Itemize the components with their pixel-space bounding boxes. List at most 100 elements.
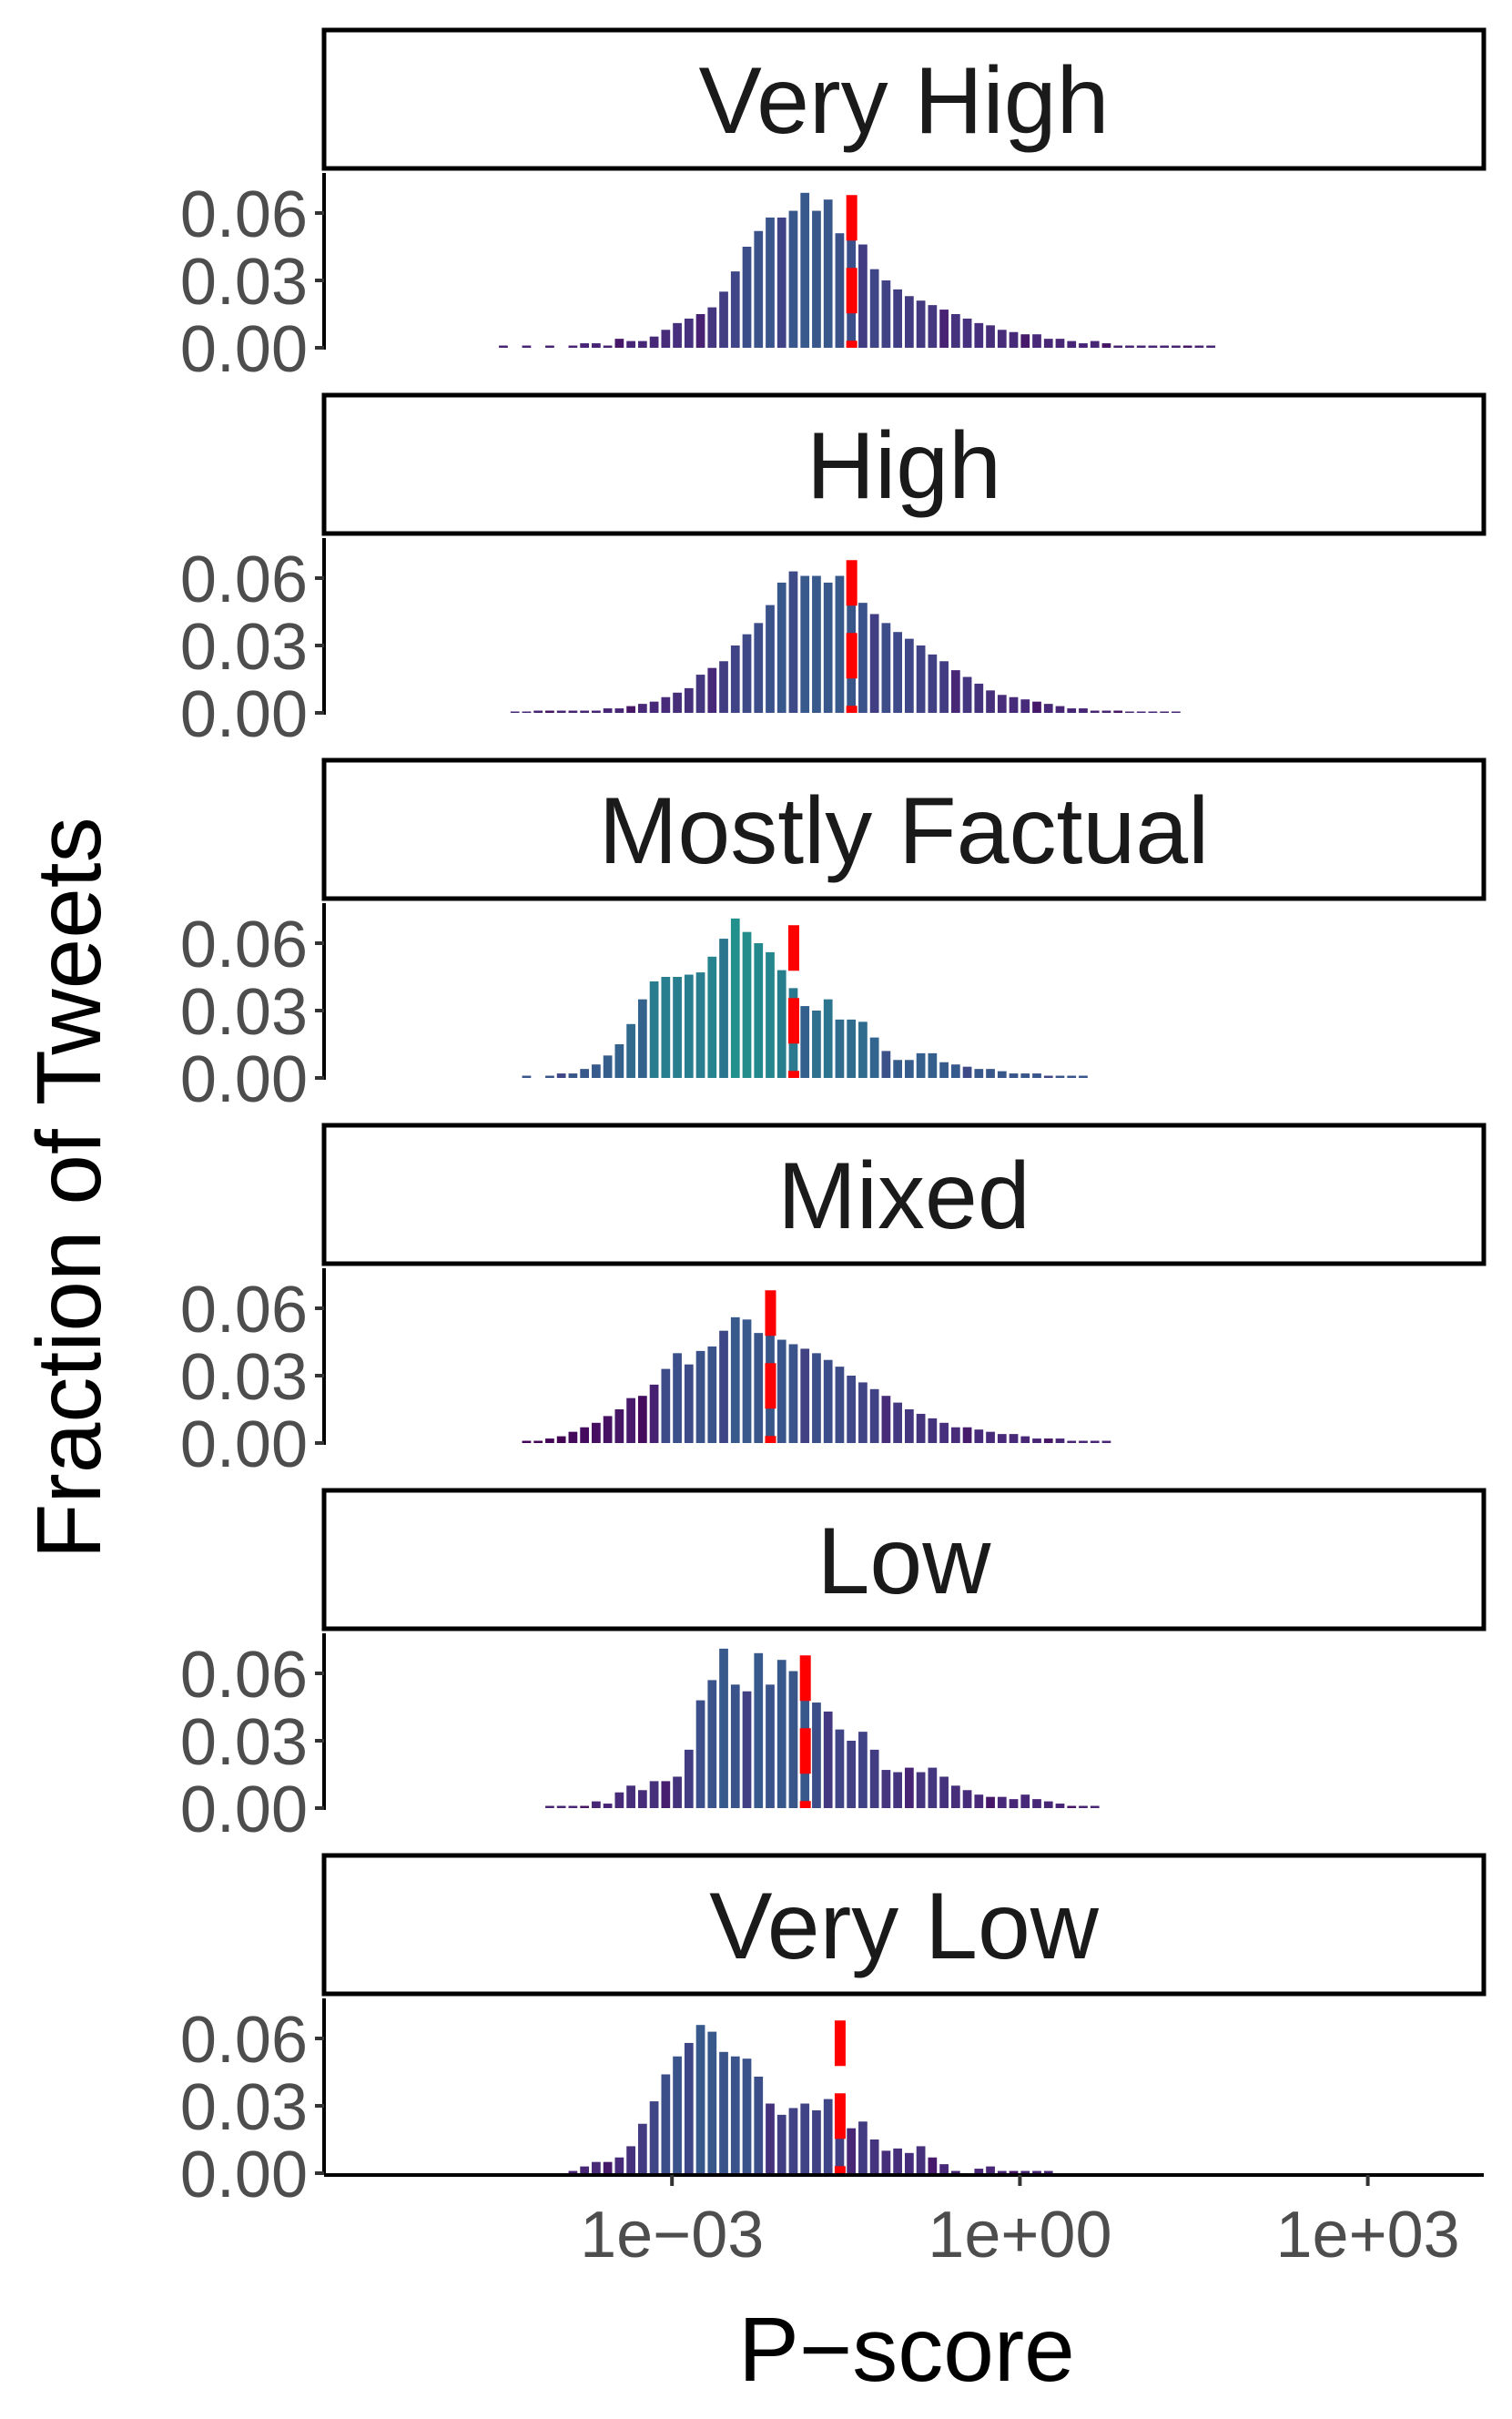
histogram-bar: [881, 1051, 891, 1078]
histogram-bar: [522, 1440, 532, 1443]
facet-very-low: Very Low 0.000.030.06: [180, 1853, 1487, 2211]
histogram-bar: [661, 2074, 671, 2173]
histogram-bar: [950, 314, 960, 348]
histogram-bar: [556, 1073, 566, 1078]
histogram-bar: [533, 1440, 543, 1443]
histogram-bar: [754, 1333, 764, 1443]
histogram-bar: [626, 2146, 635, 2173]
histogram-bar: [916, 1772, 926, 1808]
y-tick-label: 0.00: [180, 1043, 308, 1116]
histogram-bar: [858, 2121, 868, 2173]
histogram-bar: [766, 1684, 775, 1808]
histogram-bar: [580, 2166, 590, 2173]
histogram-bar: [997, 695, 1007, 713]
y-tick-label: 0.03: [180, 1706, 308, 1779]
histogram-bar: [580, 343, 590, 348]
histogram-bar: [950, 670, 960, 713]
histogram-bar: [997, 1434, 1007, 1443]
histogram-bar: [881, 280, 891, 348]
facet-high: High 0.000.030.06: [180, 392, 1487, 751]
facet-strip-label: Very High: [699, 48, 1110, 154]
histogram-bar: [800, 575, 810, 713]
histogram-bar: [847, 2128, 857, 2173]
histogram-bar: [1020, 1073, 1030, 1078]
histogram-bar: [1090, 340, 1100, 348]
histogram-bar: [684, 1749, 694, 1808]
histogram-bar: [614, 1409, 624, 1443]
histogram-bar: [986, 325, 995, 348]
histogram-bar: [754, 943, 764, 1078]
histogram-bar: [812, 1353, 821, 1443]
histogram-bar: [545, 1438, 554, 1443]
histogram-bar: [661, 1368, 671, 1443]
histogram-bar: [1194, 345, 1204, 348]
histogram-bar: [684, 1364, 694, 1443]
histogram-bar: [730, 1684, 740, 1808]
histogram-bar: [754, 1652, 764, 1808]
histogram-bar: [835, 2112, 845, 2173]
y-tick-label: 0.03: [180, 246, 308, 319]
histogram-bar: [592, 343, 601, 348]
histogram-bar: [869, 1749, 879, 1808]
x-axis: 1e−03 1e+00 1e+03: [324, 2173, 1484, 2272]
histogram-bar: [707, 2031, 717, 2173]
histogram-bar: [950, 2170, 960, 2173]
histogram-bar: [568, 345, 578, 348]
histogram-bar: [858, 1732, 868, 1808]
histogram-bar: [928, 654, 938, 713]
histogram-bar: [592, 1064, 601, 1078]
histogram-bar: [1113, 710, 1123, 713]
facet-strip-label: Mostly Factual: [599, 778, 1209, 884]
histogram-bar: [1055, 706, 1065, 713]
histogram-bar: [905, 1060, 914, 1078]
histogram-bar: [1136, 345, 1146, 348]
histogram-bar: [1136, 711, 1146, 713]
histogram-bar: [649, 1781, 659, 1808]
histogram-bar: [684, 687, 694, 713]
histogram-bar: [1101, 1440, 1111, 1443]
histogram-bar: [1009, 2170, 1019, 2173]
histogram-bar: [592, 1801, 601, 1808]
histogram-bar: [719, 939, 728, 1078]
histogram-bar: [568, 1431, 578, 1443]
histogram-bar: [962, 318, 972, 348]
histogram-bar: [1125, 345, 1134, 348]
histogram-bar: [592, 2161, 601, 2173]
histogram-bar: [614, 1792, 624, 1808]
histogram-bar: [974, 1794, 984, 1808]
facet-strip: [321, 1123, 1487, 1266]
histogram-bar: [637, 999, 647, 1078]
histogram-bar: [835, 575, 845, 713]
facet-mostly-factual: Mostly Factual 0.000.030.06: [180, 757, 1487, 1116]
histogram-bar: [626, 340, 635, 348]
histogram-bar: [939, 1776, 949, 1808]
facet-strip: [321, 392, 1487, 536]
histogram-bar: [986, 1431, 995, 1443]
histogram-bar: [754, 623, 764, 713]
histogram-bar: [1032, 334, 1041, 348]
histogram-bar: [1032, 1438, 1041, 1443]
histogram-bar: [1079, 1440, 1088, 1443]
histogram-bar: [522, 345, 532, 348]
histogram-bar: [499, 345, 508, 348]
histogram-bar: [835, 1019, 845, 1078]
histogram-bar: [707, 1346, 717, 1443]
histogram-bar: [823, 1711, 833, 1808]
histogram-bar: [568, 1073, 578, 1078]
y-tick-label: 0.03: [180, 2071, 308, 2144]
histogram-bar: [905, 296, 914, 348]
histogram-bar: [1043, 1801, 1053, 1808]
histogram-bar: [986, 2166, 995, 2173]
histogram-bar: [1020, 334, 1030, 348]
histogram-bar: [1043, 704, 1053, 713]
histogram-bar: [1172, 711, 1181, 713]
y-tick-label: 0.06: [180, 178, 308, 251]
histogram-bar: [580, 1805, 590, 1808]
histogram-bar: [776, 217, 786, 348]
histogram-bar: [1148, 711, 1158, 713]
histogram-bar: [592, 710, 601, 713]
histogram-bar: [766, 605, 775, 713]
histogram-bar: [881, 623, 891, 713]
histogram-bar: [1182, 345, 1192, 348]
histogram-bar: [695, 1350, 705, 1443]
